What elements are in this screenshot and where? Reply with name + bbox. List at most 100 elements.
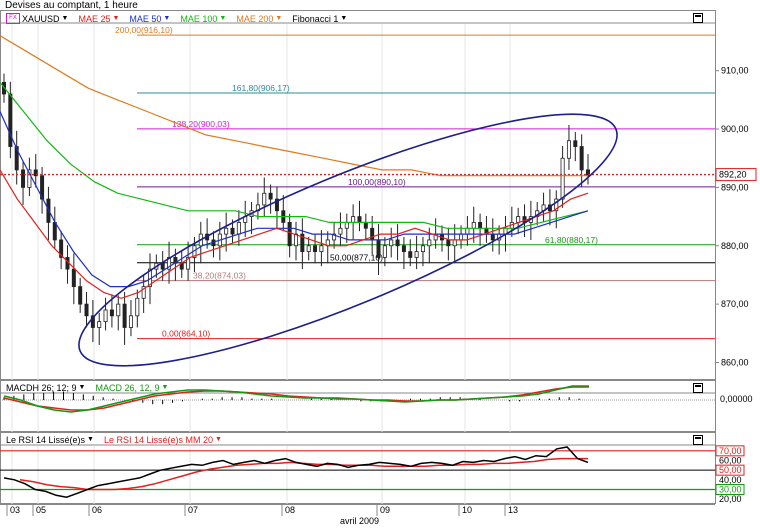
indicator-rsi-ma[interactable]: Le RSI 14 Lissé(e)s MM 20 ▼: [103, 434, 222, 445]
candle-body: [21, 169, 26, 188]
rsi-line: [3, 446, 589, 498]
price-tick-label: 860,00: [721, 357, 749, 367]
window-title: Devises au comptant, 1 heure: [5, 0, 138, 11]
rsi-level-label: 70,00: [719, 446, 742, 456]
candle-body: [382, 245, 387, 258]
indicator-macdh[interactable]: MACDH 26; 12; 9 ▼: [6, 382, 86, 393]
price-pane-header: FX XAUUSD ▼ MAE 25 ▼ MAE 50 ▼ MAE 100 ▼ MAE…: [6, 12, 347, 25]
candle-body: [97, 321, 102, 328]
candle-body: [287, 222, 292, 247]
x-tick-label: 06: [92, 505, 102, 515]
rsi-level-label: 50,00: [719, 465, 742, 475]
trend-channel-ellipse: [78, 113, 618, 367]
candle-body: [414, 251, 419, 258]
fib-level-label: 161,80(906,17): [232, 83, 290, 93]
candle-body: [40, 175, 45, 200]
candle-body: [33, 169, 38, 177]
price-pane: 910,00 900,00 890,00 880,00 870,00 860,00 200,…: [0, 10, 760, 380]
x-tick-label: 09: [380, 505, 390, 515]
candle-body: [376, 239, 381, 258]
fib-level-label: 100,00(890,10): [348, 177, 406, 187]
indicator-mae100[interactable]: MAE 100 ▼: [180, 13, 227, 24]
candle-body: [103, 309, 108, 323]
rsi-level-label: 60,00: [719, 456, 742, 466]
chevron-down-icon: ▼: [78, 384, 86, 391]
candle-body: [357, 216, 362, 223]
fib-level-label: 0,00(864,10): [162, 329, 210, 339]
candle-body: [395, 239, 400, 247]
chevron-down-icon: ▼: [275, 15, 283, 22]
fib-level-label: 200,00(916,10): [115, 25, 173, 35]
candle-body: [230, 227, 235, 235]
candle-body: [141, 286, 146, 299]
rsi-level-box: [715, 484, 745, 495]
rsi-level-label: 40,00: [719, 475, 742, 485]
price-tick-label: 870,00: [721, 299, 749, 309]
candle-body: [293, 233, 298, 247]
chevron-down-icon: ▼: [61, 15, 69, 22]
rsi-level-label: 20,00: [719, 494, 742, 504]
ema200-line: [0, 35, 588, 177]
maximize-pane-button[interactable]: [693, 435, 703, 445]
candle-body: [128, 315, 133, 328]
x-tick-label: 03: [10, 505, 20, 515]
candle-body: [370, 227, 375, 241]
candle-body: [478, 222, 483, 229]
maximize-pane-button[interactable]: [693, 383, 703, 393]
x-tick-label: 08: [285, 505, 295, 515]
candle-body: [516, 216, 521, 223]
ema100-line: [0, 82, 589, 229]
price-chart[interactable]: 910,00 900,00 890,00 880,00 870,00 860,00 200,…: [0, 10, 760, 380]
symbol-label: XAUUSD: [22, 13, 60, 24]
x-tick-label: 13: [508, 505, 518, 515]
indicator-rsi[interactable]: Le RSI 14 Lissé(e)s ▼: [6, 434, 94, 445]
fib-level-label: 50,00(877,10): [330, 253, 383, 263]
candle-body: [427, 239, 432, 247]
candle-body: [319, 245, 324, 253]
fib-level-label: 61,80(880,17): [545, 235, 598, 245]
macd-zero-label: 0,00000: [720, 394, 753, 404]
x-tick-label: 10: [462, 505, 472, 515]
indicator-macd[interactable]: MACD 26, 12, 9 ▼: [95, 382, 169, 393]
indicator-mae50[interactable]: MAE 50 ▼: [129, 13, 171, 24]
fib-level-label: 38,20(874,03): [193, 271, 246, 281]
candle-body: [408, 251, 413, 258]
chevron-down-icon: ▼: [161, 384, 169, 391]
price-tick-label: 900,00: [721, 124, 749, 134]
candle-body: [446, 239, 451, 247]
rsi-pane-header: Le RSI 14 Lissé(e)s ▼ Le RSI 14 Lissé(e)s…: [6, 433, 222, 446]
macd-line: [3, 385, 589, 413]
candle-body: [344, 222, 349, 229]
x-month-label: avril 2009: [340, 516, 380, 526]
candle-body: [566, 140, 571, 159]
candle-body: [268, 192, 273, 200]
candle-body: [262, 192, 267, 206]
indicator-mae25[interactable]: MAE 25 ▼: [78, 13, 120, 24]
candle-body: [490, 233, 495, 241]
x-axis: 03 05 06 07 08 09 10 13 avril 2009: [0, 504, 760, 528]
maximize-pane-button[interactable]: [693, 13, 703, 23]
fib-level-label: 138,20(900,03): [172, 119, 230, 129]
rsi-level-label: 30,00: [719, 485, 742, 495]
indicator-mae200[interactable]: MAE 200 ▼: [236, 13, 283, 24]
x-tick-label: 07: [188, 505, 198, 515]
candle-body: [401, 245, 406, 253]
rsi-level-box: [715, 464, 745, 476]
candle-body: [452, 239, 457, 247]
ema25-line: [0, 169, 589, 299]
macd-pane-header: MACDH 26; 12; 9 ▼ MACD 26, 12, 9 ▼: [6, 381, 168, 394]
price-tick-label: 890,00: [721, 182, 749, 192]
candle-body: [554, 198, 559, 212]
indicator-fibonacci[interactable]: Fibonacci 1 ▼: [292, 13, 348, 24]
candle-body: [52, 222, 57, 241]
fx-icon: FX: [6, 13, 20, 24]
candle-body: [332, 233, 337, 241]
candle-body: [71, 268, 76, 288]
current-price-label: 892,20: [719, 170, 747, 180]
candle-body: [420, 245, 425, 253]
rsi-frame: [0, 432, 716, 504]
candle-body: [116, 303, 121, 317]
macd-chart[interactable]: [0, 380, 760, 432]
symbol-selector[interactable]: FX XAUUSD ▼: [6, 13, 68, 24]
